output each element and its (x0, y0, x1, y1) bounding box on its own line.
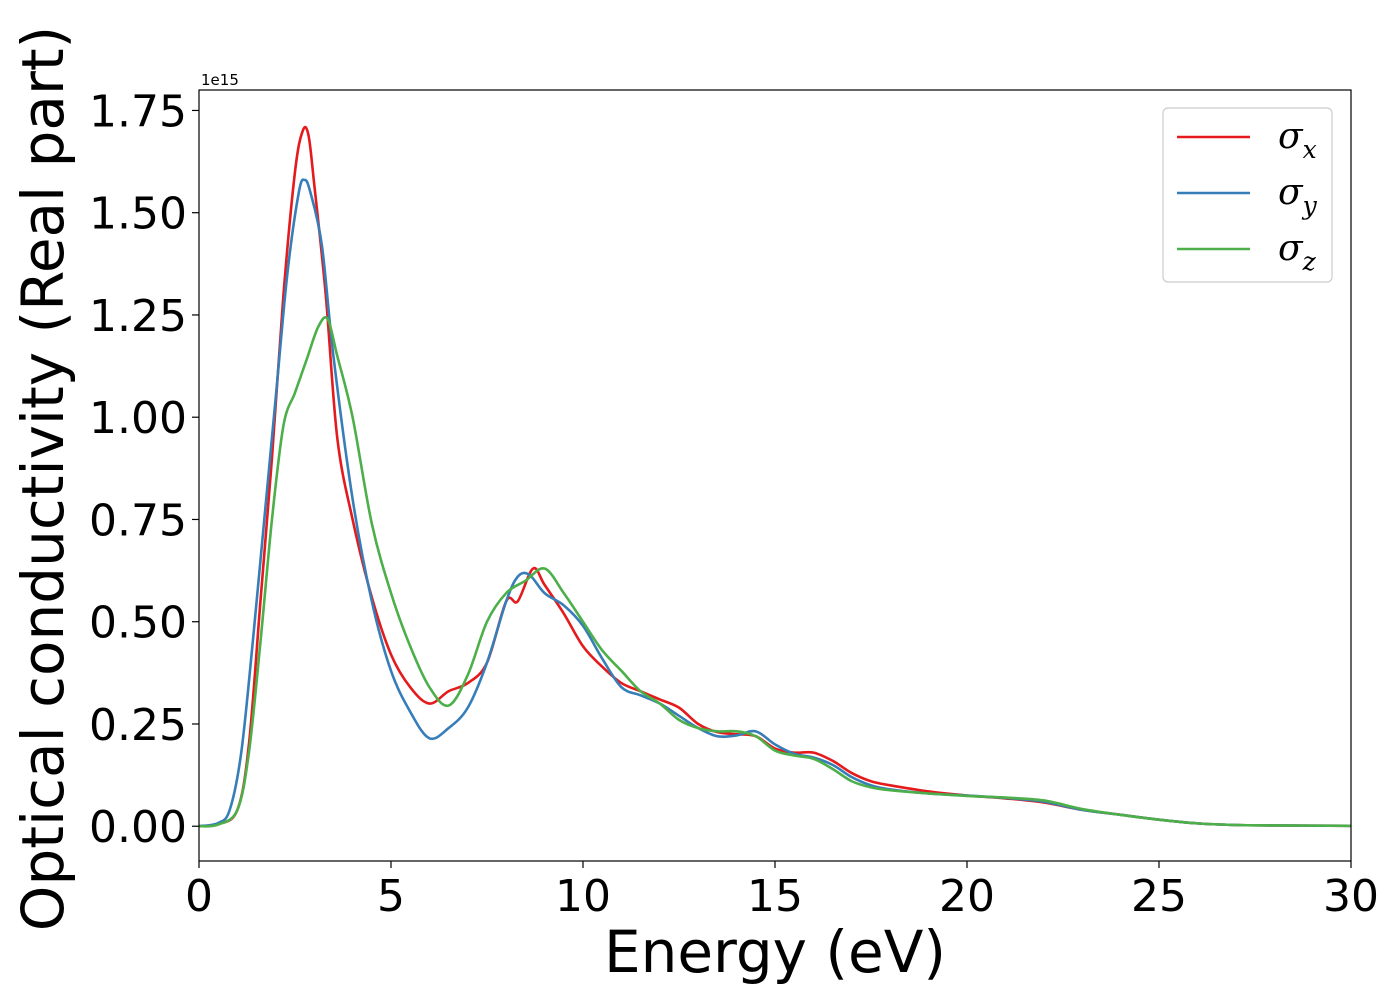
x-tick-label: 25 (1131, 871, 1187, 922)
x-tick-label: 20 (939, 871, 995, 922)
x-tick-label: 5 (377, 871, 405, 922)
y-tick-label: 1.00 (89, 393, 187, 444)
y-tick-label: 0.00 (89, 802, 187, 853)
y-tick-label: 0.50 (89, 598, 187, 649)
x-tick-label: 15 (747, 871, 803, 922)
y-tick-label: 1.75 (89, 86, 187, 137)
y-tick-label: 0.25 (89, 700, 187, 751)
y-offset-label: 1e15 (201, 71, 239, 89)
plot-frame (198, 89, 1352, 862)
y-tick-label: 1.50 (89, 189, 187, 240)
series-line-z (198, 316, 1352, 828)
y-tick-label: 1.25 (89, 291, 187, 342)
x-axis-ticks: 0 5 10 15 20 25 30 (185, 861, 1379, 922)
legend-entry-x: σx (1177, 116, 1317, 164)
y-tick-label: 0.75 (89, 495, 187, 546)
series-lines (198, 125, 1352, 828)
x-tick-label: 30 (1323, 871, 1379, 922)
x-axis-label: Energy (eV) (604, 918, 946, 986)
y-axis-ticks: 0.00 0.25 0.50 0.75 1.00 1.25 1.50 1.75 (89, 86, 199, 853)
x-tick-label: 10 (555, 871, 611, 922)
y-axis-label: Optical conductivity (Real part) (9, 26, 77, 931)
x-tick-label: 0 (185, 871, 213, 922)
legend-box (1162, 107, 1333, 283)
